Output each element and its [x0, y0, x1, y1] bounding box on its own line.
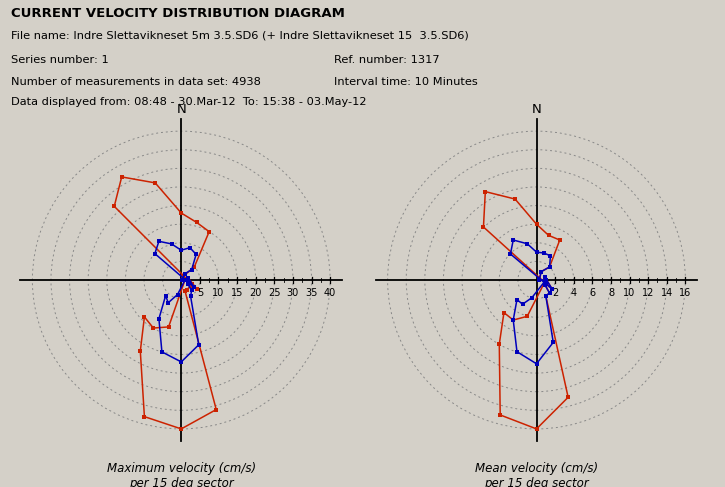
Text: CURRENT VELOCITY DISTRIBUTION DIAGRAM: CURRENT VELOCITY DISTRIBUTION DIAGRAM [11, 7, 344, 19]
Text: 30: 30 [287, 288, 299, 298]
Text: Ref. number: 1317: Ref. number: 1317 [334, 55, 439, 65]
Text: Number of measurements in data set: 4938: Number of measurements in data set: 4938 [11, 77, 261, 87]
Text: 10: 10 [624, 288, 636, 298]
Text: 14: 14 [660, 288, 673, 298]
Text: 8: 8 [608, 288, 614, 298]
Text: 16: 16 [679, 288, 692, 298]
Text: Interval time: 10 Minutes: Interval time: 10 Minutes [334, 77, 478, 87]
Text: Data displayed from: 08:48 - 30.Mar-12  To: 15:38 - 03.May-12: Data displayed from: 08:48 - 30.Mar-12 T… [11, 97, 366, 108]
Text: 25: 25 [268, 288, 281, 298]
Text: 10: 10 [212, 288, 225, 298]
Text: 2: 2 [552, 288, 558, 298]
Text: Mean velocity (cm/s)
per 15 deg sector: Mean velocity (cm/s) per 15 deg sector [475, 462, 598, 487]
Text: Maximum velocity (cm/s)
per 15 deg sector: Maximum velocity (cm/s) per 15 deg secto… [107, 462, 256, 487]
Text: 5: 5 [196, 288, 203, 298]
Text: 15: 15 [231, 288, 244, 298]
Text: 6: 6 [589, 288, 595, 298]
Text: N: N [176, 103, 186, 116]
Text: 20: 20 [249, 288, 262, 298]
Text: 40: 40 [324, 288, 336, 298]
Text: N: N [531, 103, 542, 116]
Text: Series number: 1: Series number: 1 [11, 55, 109, 65]
Text: 4: 4 [571, 288, 577, 298]
Text: 35: 35 [305, 288, 318, 298]
Text: File name: Indre Slettavikneset 5m 3.5.SD6 (+ Indre Slettavikneset 15  3.5.SD6): File name: Indre Slettavikneset 5m 3.5.S… [11, 31, 468, 41]
Text: 12: 12 [642, 288, 655, 298]
